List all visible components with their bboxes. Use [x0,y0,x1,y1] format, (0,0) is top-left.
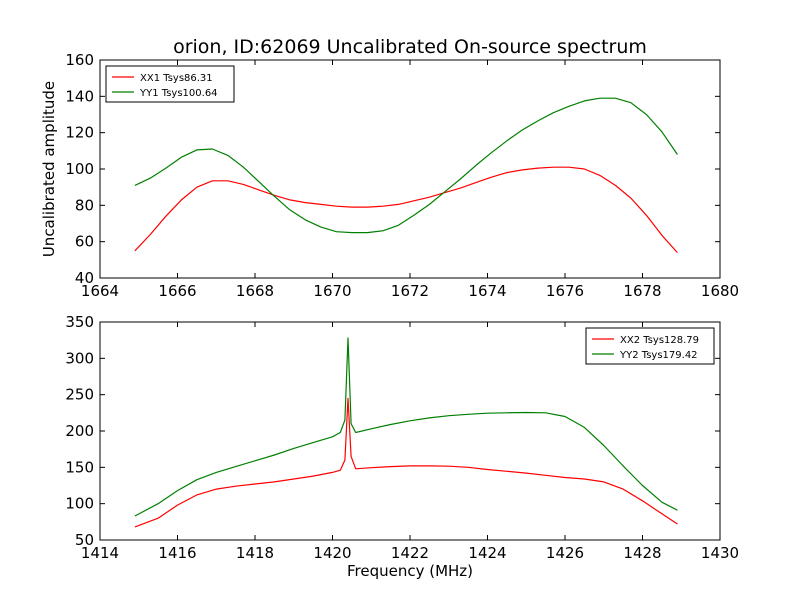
x-tick-label: 1664 [81,282,119,300]
x-tick-label: 1678 [623,282,661,300]
y-tick-label: 120 [65,124,94,142]
legend-label-2: YY1 Tsys100.64 [139,88,218,99]
series-line-1 [134,397,678,528]
y-tick-label: 80 [75,196,94,214]
y-tick-label: 100 [65,160,94,178]
x-tick-label: 1416 [158,544,196,562]
y-tick-label: 350 [65,313,94,331]
x-tick-label: 1428 [623,544,661,562]
x-tick-label: 1674 [468,282,506,300]
series-line-1 [134,166,678,254]
legend-label-1: XX2 Tsys128.79 [620,335,699,346]
x-tick-label: 1676 [546,282,584,300]
x-tick-label: 1430 [701,544,739,562]
legend-box [585,327,715,365]
x-tick-label: 1414 [81,544,119,562]
y-tick-label: 200 [65,422,94,440]
series-line-2 [134,337,678,517]
y-tick-label: 140 [65,87,94,105]
x-tick-label: 1420 [313,544,351,562]
y-tick-label: 40 [75,269,94,287]
x-tick-label: 1422 [391,544,429,562]
x-tick-label: 1418 [236,544,274,562]
y-tick-label: 300 [65,349,94,367]
y-axis-label: Uncalibrated amplitude [40,81,58,257]
top-panel: 1664 1666 1668 1670 1672 1674 1676 1678 1680 40 60… [65,51,739,300]
figure-title: orion, ID:62069 Uncalibrated On-source s… [173,36,647,58]
x-tick-label: 1426 [546,544,584,562]
x-tick-label: 1680 [701,282,739,300]
legend-label-1: XX1 Tsys86.31 [140,73,213,84]
y-tick-label: 50 [75,531,94,549]
y-tick-label: 60 [75,233,94,251]
bottom-panel: 1414 1416 1418 1420 1422 1424 1426 1428 1430 50 10… [65,313,739,562]
x-tick-label: 1666 [158,282,196,300]
series-line-2 [134,97,678,234]
x-tick-label: 1424 [468,544,506,562]
y-tick-label: 160 [65,51,94,69]
x-axis-label: Frequency (MHz) [347,562,473,580]
x-tick-label: 1670 [313,282,351,300]
legend-box [105,65,235,103]
y-tick-label: 100 [65,495,94,513]
y-tick-label: 250 [65,386,94,404]
y-tick-label: 150 [65,458,94,476]
legend-label-2: YY2 Tsys179.42 [619,350,698,361]
x-tick-label: 1672 [391,282,429,300]
x-tick-label: 1668 [236,282,274,300]
